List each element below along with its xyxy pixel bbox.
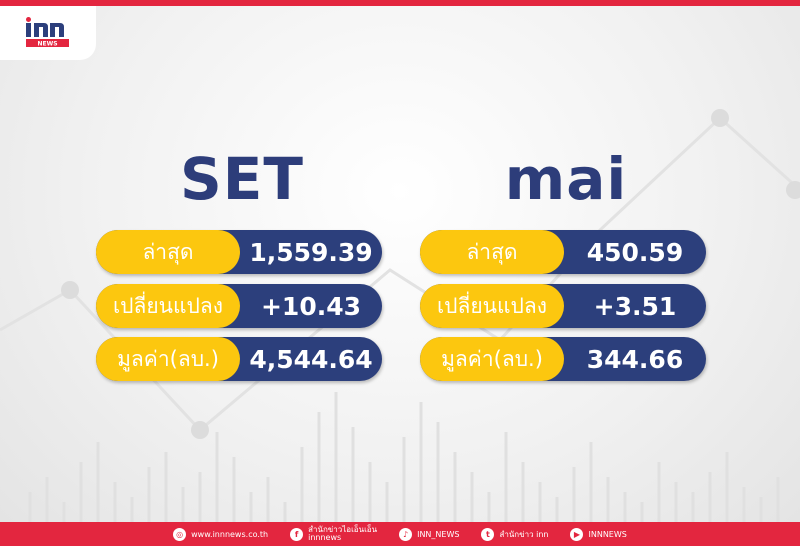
- footer-tiktok[interactable]: ♪ INN_NEWS: [399, 527, 460, 541]
- svg-text:NEWS: NEWS: [37, 41, 57, 48]
- row-value: +3.51: [593, 291, 677, 321]
- footer-twitter[interactable]: t สำนักข่าว inn: [481, 527, 549, 541]
- youtube-text: INNNEWS: [588, 529, 627, 539]
- row-value: +10.43: [260, 291, 362, 321]
- row-value: 4,544.64: [249, 344, 373, 374]
- row-label: ล่าสุด: [96, 230, 240, 274]
- mai-value-row: มูลค่า(ลบ.) 344.66: [420, 337, 706, 381]
- set-latest-row: ล่าสุด 1,559.39: [96, 230, 382, 274]
- footer-youtube[interactable]: ▶ INNNEWS: [570, 527, 627, 541]
- row-label: มูลค่า(ลบ.): [420, 337, 564, 381]
- mai-latest-row: ล่าสุด 450.59: [420, 230, 706, 274]
- twitter-icon: t: [481, 527, 495, 541]
- row-value: 450.59: [586, 237, 684, 267]
- row-label: เปลี่ยนแปลง: [96, 284, 240, 328]
- row-label: เปลี่ยนแปลง: [420, 284, 564, 328]
- globe-icon: ◎: [173, 527, 187, 541]
- inn-news-logo: NEWS: [26, 17, 69, 48]
- row-value: 1,559.39: [249, 237, 373, 267]
- row-label: มูลค่า(ลบ.): [96, 337, 240, 381]
- tiktok-text: INN_NEWS: [417, 529, 460, 539]
- logo-container: NEWS: [0, 6, 96, 60]
- row-label: ล่าสุด: [420, 230, 564, 274]
- mai-change-row: เปลี่ยนแปลง +3.51: [420, 284, 706, 328]
- website-text: www.innnews.co.th: [191, 529, 269, 539]
- background-chart-decoration: [0, 109, 800, 522]
- footer-website[interactable]: ◎ www.innnews.co.th: [173, 527, 269, 541]
- footer-facebook[interactable]: f สำนักข่าวไอเอ็นเอ็น innnews: [290, 526, 377, 542]
- facebook-name: สำนักข่าวไอเอ็นเอ็น: [308, 525, 378, 534]
- row-value: 344.66: [586, 344, 684, 374]
- twitter-text: สำนักข่าว inn: [499, 529, 549, 539]
- youtube-icon: ▶: [570, 527, 584, 541]
- facebook-icon: f: [290, 527, 304, 541]
- set-title: SET: [180, 145, 304, 213]
- facebook-handle: innnews: [308, 533, 342, 542]
- set-value-row: มูลค่า(ลบ.) 4,544.64: [96, 337, 382, 381]
- set-change-row: เปลี่ยนแปลง +10.43: [96, 284, 382, 328]
- footer-bar: ◎ www.innnews.co.th f สำนักข่าวไอเอ็นเอ็น i…: [0, 522, 800, 546]
- mai-title: mai: [504, 145, 628, 213]
- tiktok-icon: ♪: [399, 527, 413, 541]
- top-accent-bar: [0, 0, 800, 6]
